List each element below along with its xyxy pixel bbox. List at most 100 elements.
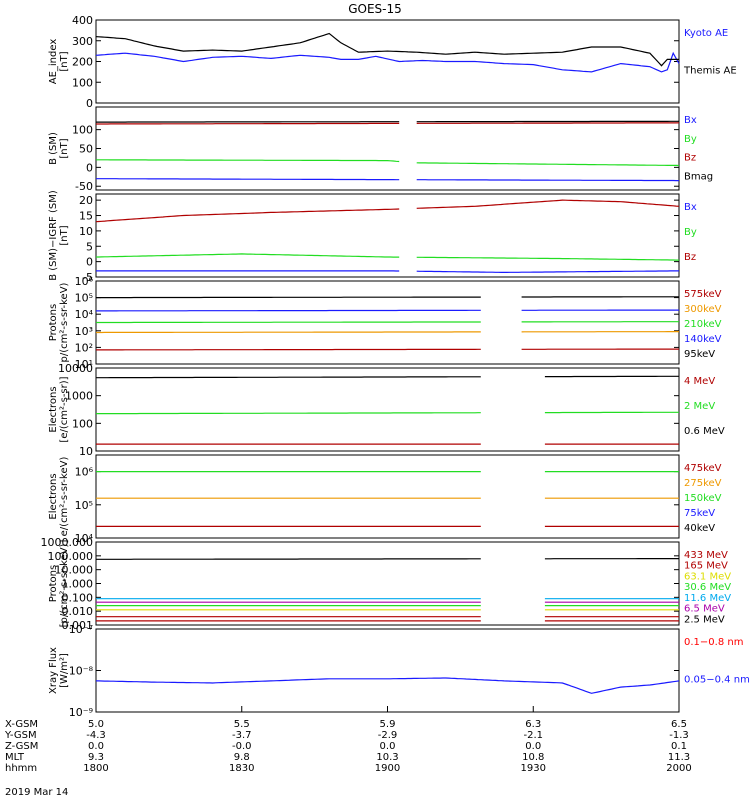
y-tick-label: -50: [75, 180, 93, 193]
y-tick-label: 0: [86, 97, 93, 110]
y-tick-label: 100: [72, 76, 93, 89]
y-axis-label: B (SM): [48, 132, 59, 165]
legend-entry: 0.1−0.8 nm: [684, 637, 743, 648]
series-line: [96, 178, 679, 182]
panel-8: 10⁻⁹ 10⁻⁸ 10⁻⁷ Xray Flux [W/m²] 0.1−0.8 nm 0.0…: [48, 623, 750, 719]
legend-entry: Bz: [684, 153, 696, 164]
series-line: [96, 296, 679, 299]
legend-entry: 30.6 MeV: [684, 582, 731, 593]
legend-entry: 140keV: [684, 334, 722, 345]
panel-3: -5 0 5 10 15 20 B (SM)−IGRF (SM) [nT] Bx By Bz: [48, 190, 697, 284]
y-tick-label: 10⁶: [75, 466, 94, 479]
y-tick-label: 10²: [75, 341, 93, 354]
y-tick-label: 10: [79, 225, 93, 238]
date-label: 2019 Mar 14: [5, 787, 68, 798]
legend-entry: 95keV: [684, 349, 715, 360]
time-row-value: 5.5: [234, 719, 250, 730]
time-row-value: 0.0: [88, 741, 104, 752]
time-row-value: 1930: [521, 763, 546, 774]
y-axis-label: B (SM)−IGRF (SM): [48, 190, 59, 281]
time-row-label: MLT: [5, 752, 25, 763]
y-axis-label: Electrons: [48, 386, 59, 432]
legend-entry: 2 MeV: [684, 401, 715, 412]
y-tick-label: 100: [72, 124, 93, 137]
y-axis-label: p/(cm²-s-sr-keV): [59, 282, 70, 362]
time-row-label: Z-GSM: [5, 741, 38, 752]
panel-5: 10 100 1000 10000 Electrons [e/(cm²-s-sr)] 4 M…: [48, 362, 725, 458]
legend-entry: 275keV: [684, 478, 722, 489]
time-row-label: X-GSM: [5, 719, 38, 730]
panel-frame: [95, 541, 680, 626]
y-tick-label: 10⁴: [75, 532, 94, 545]
time-row-value: 9.3: [88, 752, 104, 763]
time-row-value: 9.8: [234, 752, 250, 763]
panel-4: 10¹ 10² 10³ 10⁴ 10⁵ 10⁶ Protons p/(cm²-s-sr-keV…: [48, 275, 722, 371]
time-row-value: 0.0: [525, 741, 541, 752]
time-row-value: 0.1: [671, 741, 687, 752]
y-tick-label: 300: [72, 35, 93, 48]
series-line: [95, 51, 680, 73]
y-tick-label: 10¹: [75, 358, 93, 371]
time-row-value: 0.0: [380, 741, 396, 752]
y-tick-label: 50: [79, 143, 93, 156]
panel-frame: [95, 454, 680, 539]
legend-entry: By: [684, 134, 697, 145]
panel-frame: [95, 367, 680, 452]
legend-entry: 75keV: [684, 508, 715, 519]
y-axis-label: [W/m²]: [59, 653, 70, 688]
time-row-value: 1900: [375, 763, 400, 774]
y-tick-label: 10⁻⁸: [69, 665, 94, 678]
panel-frame: [95, 106, 680, 191]
time-row-value: 11.3: [668, 752, 690, 763]
y-tick-label: 100: [72, 417, 93, 430]
y-axis-label: [nT]: [59, 51, 70, 71]
series-line: [96, 558, 679, 560]
y-axis-label: Protons: [48, 565, 59, 602]
legend-entry: Bmag: [684, 171, 713, 182]
series-line: [96, 309, 679, 312]
series-line: [96, 348, 679, 351]
y-tick-label: 400: [72, 14, 93, 27]
legend-entry: 0.6 MeV: [684, 426, 725, 437]
y-tick-label: 5: [86, 240, 93, 253]
y-axis-label: Xray Flux: [48, 647, 59, 694]
time-row-value: 2000: [666, 763, 691, 774]
y-tick-label: 100.000: [48, 550, 94, 563]
y-tick-label: 0.001: [62, 619, 94, 632]
y-axis-label: AE_index: [48, 39, 59, 85]
panel-frame: [95, 193, 680, 278]
series-line: [96, 270, 679, 273]
legend-entry: 433 MeV: [684, 550, 728, 561]
y-tick-label: 0.100: [62, 591, 94, 604]
time-row-value: -4.3: [86, 730, 106, 741]
y-tick-label: 10: [79, 445, 93, 458]
legend-entry: 165 MeV: [684, 561, 728, 572]
time-row-value: 6.3: [525, 719, 541, 730]
y-axis-label: [p/(cm²-s-sr-keV)]: [59, 540, 70, 628]
y-axis-label: e/(cm²-s-sr-keV): [59, 457, 70, 537]
legend-entry: 11.6 MeV: [684, 593, 731, 604]
y-axis-label: [nT]: [59, 225, 70, 245]
time-row-label: Y-GSM: [4, 730, 37, 741]
legend-entry: Bx: [684, 115, 697, 126]
legend-entry: 2.5 MeV: [684, 614, 725, 625]
time-row-value: 10.8: [522, 752, 544, 763]
panel-frame: [95, 628, 680, 713]
legend-entry: 475keV: [684, 463, 722, 474]
panel-1: 0 100 200 300 400 AE_index [nT] Kyoto AE Themis …: [48, 14, 737, 110]
legend-entry: 63.1 MeV: [684, 571, 731, 582]
legend-entry: 150keV: [684, 493, 722, 504]
y-tick-label: 10⁻⁹: [69, 706, 93, 719]
time-row-value: -1.3: [669, 730, 689, 741]
series-line: [95, 32, 679, 67]
series-line: [96, 321, 679, 324]
legend-entry: 210keV: [684, 319, 722, 330]
y-tick-label: 20: [79, 194, 93, 207]
time-row-value: -2.9: [378, 730, 398, 741]
legend-entry: 4 MeV: [684, 376, 715, 387]
y-axis-label: Electrons: [48, 473, 59, 519]
y-tick-label: 10000: [58, 362, 93, 375]
legend-entry: 40keV: [684, 523, 715, 534]
